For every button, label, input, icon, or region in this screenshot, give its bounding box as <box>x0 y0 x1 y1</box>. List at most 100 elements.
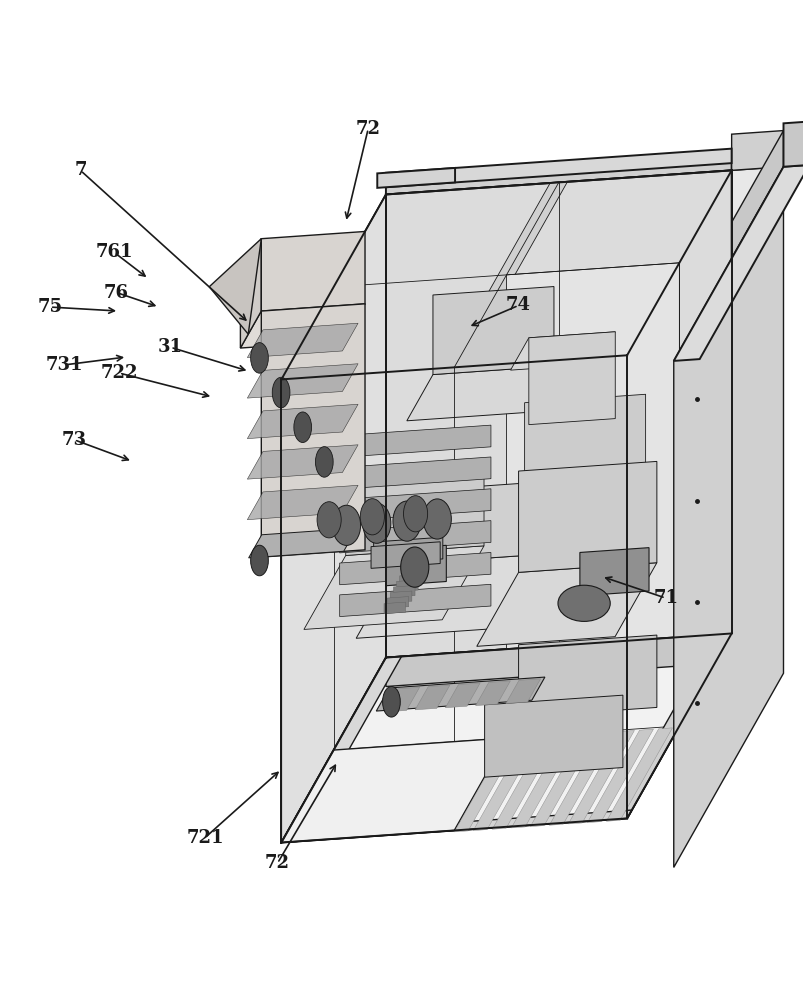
Polygon shape <box>475 681 510 706</box>
Ellipse shape <box>360 499 384 535</box>
Polygon shape <box>377 168 454 188</box>
Ellipse shape <box>315 447 332 477</box>
Polygon shape <box>579 548 648 596</box>
Polygon shape <box>387 597 408 608</box>
Polygon shape <box>673 165 803 361</box>
Polygon shape <box>373 537 442 564</box>
Polygon shape <box>339 457 491 489</box>
Polygon shape <box>384 602 405 614</box>
Ellipse shape <box>362 503 390 543</box>
Ellipse shape <box>251 545 268 576</box>
Polygon shape <box>605 728 671 821</box>
Ellipse shape <box>293 412 311 443</box>
Polygon shape <box>385 633 731 687</box>
Polygon shape <box>782 122 803 167</box>
Text: 76: 76 <box>104 284 129 302</box>
Polygon shape <box>611 633 731 819</box>
Text: 721: 721 <box>186 829 223 847</box>
Polygon shape <box>530 733 596 827</box>
Polygon shape <box>397 482 536 564</box>
Text: 75: 75 <box>37 298 63 316</box>
Polygon shape <box>339 489 491 521</box>
Polygon shape <box>385 170 731 658</box>
Polygon shape <box>454 738 520 832</box>
Polygon shape <box>673 131 782 361</box>
Polygon shape <box>399 574 421 586</box>
Polygon shape <box>548 732 614 825</box>
Polygon shape <box>281 633 731 843</box>
Polygon shape <box>385 149 731 187</box>
Polygon shape <box>247 445 357 479</box>
Polygon shape <box>414 685 450 710</box>
Polygon shape <box>240 304 365 348</box>
Polygon shape <box>518 461 656 572</box>
Text: 731: 731 <box>46 356 83 374</box>
Polygon shape <box>240 239 261 348</box>
Polygon shape <box>568 731 634 824</box>
Polygon shape <box>281 312 626 372</box>
Polygon shape <box>587 729 653 823</box>
Polygon shape <box>281 656 401 843</box>
Polygon shape <box>304 546 483 629</box>
Polygon shape <box>511 734 577 828</box>
Polygon shape <box>339 521 491 553</box>
Polygon shape <box>454 182 558 830</box>
Polygon shape <box>524 394 645 504</box>
Polygon shape <box>621 167 782 365</box>
Polygon shape <box>261 304 365 557</box>
Ellipse shape <box>557 585 609 621</box>
Polygon shape <box>281 170 731 379</box>
Polygon shape <box>281 194 385 843</box>
Ellipse shape <box>382 687 400 717</box>
Polygon shape <box>247 364 357 398</box>
Polygon shape <box>247 323 357 358</box>
Polygon shape <box>432 287 553 375</box>
Ellipse shape <box>403 496 427 532</box>
Polygon shape <box>385 545 446 586</box>
Polygon shape <box>484 695 622 777</box>
Polygon shape <box>389 591 411 603</box>
Polygon shape <box>473 737 539 831</box>
Polygon shape <box>281 810 631 843</box>
Polygon shape <box>406 366 553 421</box>
Text: 31: 31 <box>157 338 183 356</box>
Text: 7: 7 <box>74 161 87 179</box>
Polygon shape <box>248 528 357 558</box>
Text: 761: 761 <box>96 243 132 261</box>
Ellipse shape <box>251 343 268 373</box>
Polygon shape <box>261 231 365 311</box>
Polygon shape <box>376 677 544 711</box>
Polygon shape <box>339 425 491 457</box>
Polygon shape <box>339 552 491 585</box>
Polygon shape <box>385 687 419 712</box>
Ellipse shape <box>316 502 340 538</box>
Polygon shape <box>673 167 782 867</box>
Polygon shape <box>339 584 491 617</box>
Polygon shape <box>518 635 656 717</box>
Polygon shape <box>505 679 540 703</box>
Polygon shape <box>487 496 645 569</box>
Polygon shape <box>491 736 558 829</box>
Polygon shape <box>333 263 679 750</box>
Text: 72: 72 <box>355 120 381 138</box>
Polygon shape <box>209 239 261 334</box>
Text: 74: 74 <box>505 296 531 314</box>
Text: 73: 73 <box>61 431 87 449</box>
Polygon shape <box>247 404 357 439</box>
Polygon shape <box>731 131 782 170</box>
Polygon shape <box>445 182 567 368</box>
Text: 722: 722 <box>100 364 137 382</box>
Polygon shape <box>356 555 536 638</box>
Polygon shape <box>626 170 731 818</box>
Polygon shape <box>528 332 614 425</box>
Ellipse shape <box>332 505 360 545</box>
Text: 71: 71 <box>652 589 678 607</box>
Polygon shape <box>396 580 418 592</box>
Polygon shape <box>445 683 479 708</box>
Polygon shape <box>506 263 679 738</box>
Ellipse shape <box>393 501 421 541</box>
Polygon shape <box>510 332 614 370</box>
Polygon shape <box>393 585 414 597</box>
Ellipse shape <box>272 377 290 408</box>
Polygon shape <box>247 485 357 520</box>
